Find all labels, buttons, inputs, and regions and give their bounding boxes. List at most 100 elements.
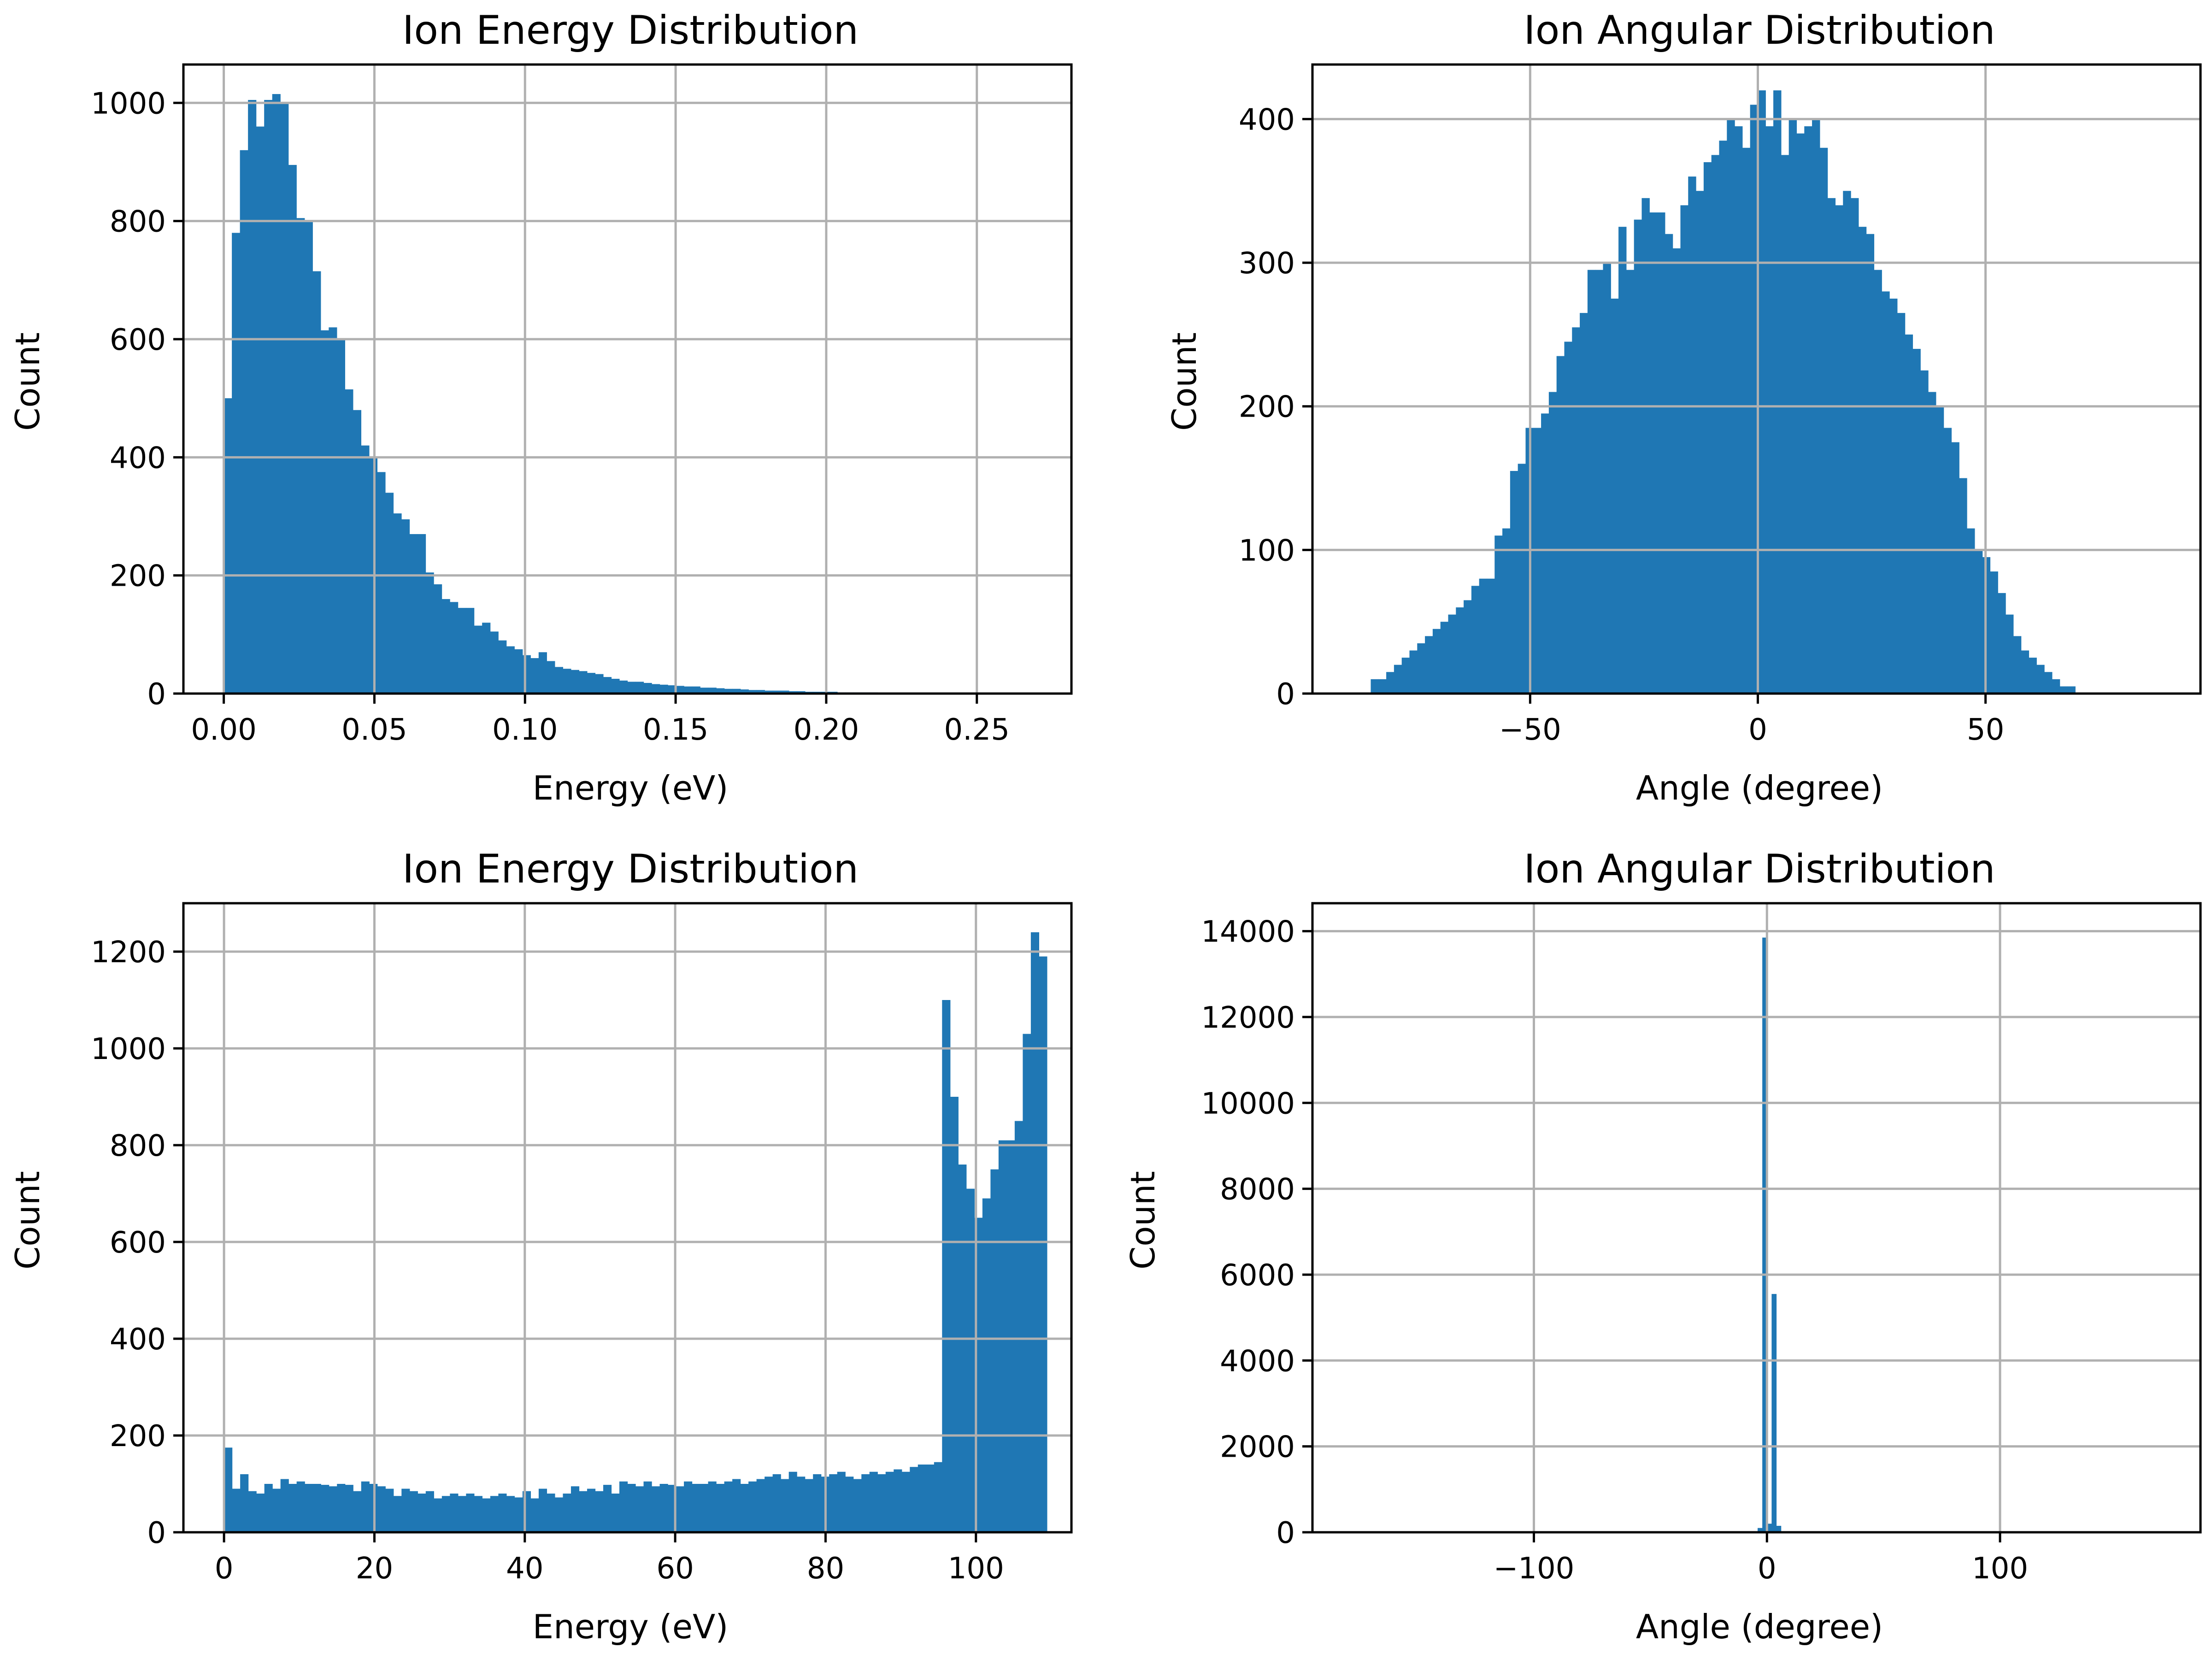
histogram-bar xyxy=(1371,679,1379,694)
histogram-bar xyxy=(385,493,394,694)
histogram-bar xyxy=(466,608,475,694)
histogram-bar xyxy=(1804,126,1812,694)
histogram-bar xyxy=(668,685,677,694)
histogram-bar xyxy=(740,689,749,694)
histogram-bar xyxy=(248,1491,257,1532)
plot-frame xyxy=(182,63,1073,695)
y-tick-label: 0 xyxy=(1276,1516,1295,1550)
plot-frame xyxy=(182,902,1073,1534)
histogram-bar xyxy=(765,1477,773,1532)
x-tick-label: 0 xyxy=(1758,1552,1777,1586)
x-tick-label: 0.25 xyxy=(944,713,1010,747)
histogram-bar xyxy=(538,652,547,694)
y-axis-label: Count xyxy=(1124,1171,1162,1270)
chart-title: Ion Angular Distribution xyxy=(1524,846,1995,892)
y-tick-label: 200 xyxy=(1239,390,1295,424)
x-tick-label: 0.10 xyxy=(492,713,558,747)
histogram-bar xyxy=(869,1471,878,1532)
histogram-bar xyxy=(1611,298,1619,694)
histogram-bar xyxy=(450,602,459,694)
histogram-bar xyxy=(1657,212,1665,694)
histogram-bar xyxy=(1858,227,1867,694)
histogram-bar xyxy=(1634,219,1642,694)
y-axis-label: Count xyxy=(8,332,47,431)
histogram-bar xyxy=(450,1494,459,1532)
histogram-bar xyxy=(765,690,773,694)
y-tick-label: 200 xyxy=(110,1419,166,1453)
histogram-bar xyxy=(627,682,636,694)
histogram-bar xyxy=(2006,614,2014,694)
x-tick-label: 100 xyxy=(1972,1552,2028,1586)
histogram-bar xyxy=(877,1474,886,1532)
histogram-bar xyxy=(1448,614,1456,694)
histogram-bar xyxy=(1998,593,2006,694)
histogram-bar xyxy=(401,1488,410,1532)
histogram-bar xyxy=(1641,198,1650,694)
histogram-bar xyxy=(272,1488,281,1532)
histogram-bar xyxy=(434,1498,442,1532)
histogram-bar xyxy=(1533,428,1541,694)
histogram-bar xyxy=(861,1474,870,1532)
x-tick-label: 100 xyxy=(948,1552,1004,1586)
histogram-bar xyxy=(1023,1034,1031,1532)
plot-frame xyxy=(1311,63,2202,695)
histogram-bar xyxy=(708,688,717,694)
histogram-bar xyxy=(312,271,321,694)
histogram-bar xyxy=(1014,1121,1023,1532)
x-axis-label: Energy (eV) xyxy=(533,1607,729,1646)
histogram-bar xyxy=(1959,478,1967,694)
plot-frame xyxy=(1311,902,2202,1534)
histogram-bar xyxy=(377,472,386,694)
x-tick-label: 40 xyxy=(506,1552,543,1586)
histogram-bar xyxy=(288,165,297,694)
histogram-bar xyxy=(805,1479,813,1532)
histogram-bar xyxy=(538,1488,547,1532)
histogram-bar xyxy=(361,1481,370,1532)
y-tick-label: 14000 xyxy=(1201,915,1295,949)
histogram-bar xyxy=(1696,191,1704,694)
y-tick-label: 1200 xyxy=(91,935,166,970)
x-tick-label: 20 xyxy=(356,1552,393,1586)
histogram-bar xyxy=(756,1479,765,1532)
histogram-bar xyxy=(353,1491,362,1532)
y-tick-label: 12000 xyxy=(1201,1001,1295,1035)
histogram-bar xyxy=(547,1494,555,1532)
histogram-bar xyxy=(1401,658,1410,694)
histogram-bar xyxy=(926,1465,935,1532)
histogram-bar xyxy=(1494,535,1503,694)
grid-lines xyxy=(183,903,1071,1534)
histogram-bar xyxy=(474,1496,482,1532)
x-tick-label: 0.00 xyxy=(191,713,257,747)
x-tick-label: 60 xyxy=(656,1552,694,1586)
histogram-bar xyxy=(336,339,345,694)
y-tick-label: 300 xyxy=(1239,247,1295,281)
histogram-bar xyxy=(1464,600,1472,694)
histogram-bar xyxy=(353,410,361,694)
histogram-bar xyxy=(652,684,660,694)
histogram-bar xyxy=(724,688,733,694)
histogram-bar xyxy=(385,1488,394,1532)
histogram-bar xyxy=(732,688,741,694)
histogram-bar xyxy=(506,646,515,694)
histogram-bar xyxy=(1719,141,1727,694)
histogram-bars xyxy=(224,94,1032,694)
histogram-bar xyxy=(966,1188,975,1532)
histogram-bar xyxy=(692,686,700,694)
x-tick-label: 0.15 xyxy=(643,713,709,747)
histogram-bar xyxy=(950,1097,959,1532)
histogram-bar xyxy=(490,631,499,694)
histogram-bar xyxy=(1030,932,1039,1532)
histogram-bar xyxy=(514,1497,523,1532)
histogram-bar xyxy=(1378,679,1387,694)
histogram-bar xyxy=(635,682,644,694)
histogram-bar xyxy=(1487,578,1495,694)
histogram-bar xyxy=(1595,270,1604,694)
histogram-bar xyxy=(530,658,539,694)
histogram-bar xyxy=(345,1485,353,1532)
histogram-bar xyxy=(1912,349,1921,694)
y-tick-label: 0 xyxy=(147,677,166,712)
histogram-bar xyxy=(788,1471,797,1532)
histogram-bar xyxy=(224,1447,233,1532)
histogram-bar xyxy=(256,126,265,694)
